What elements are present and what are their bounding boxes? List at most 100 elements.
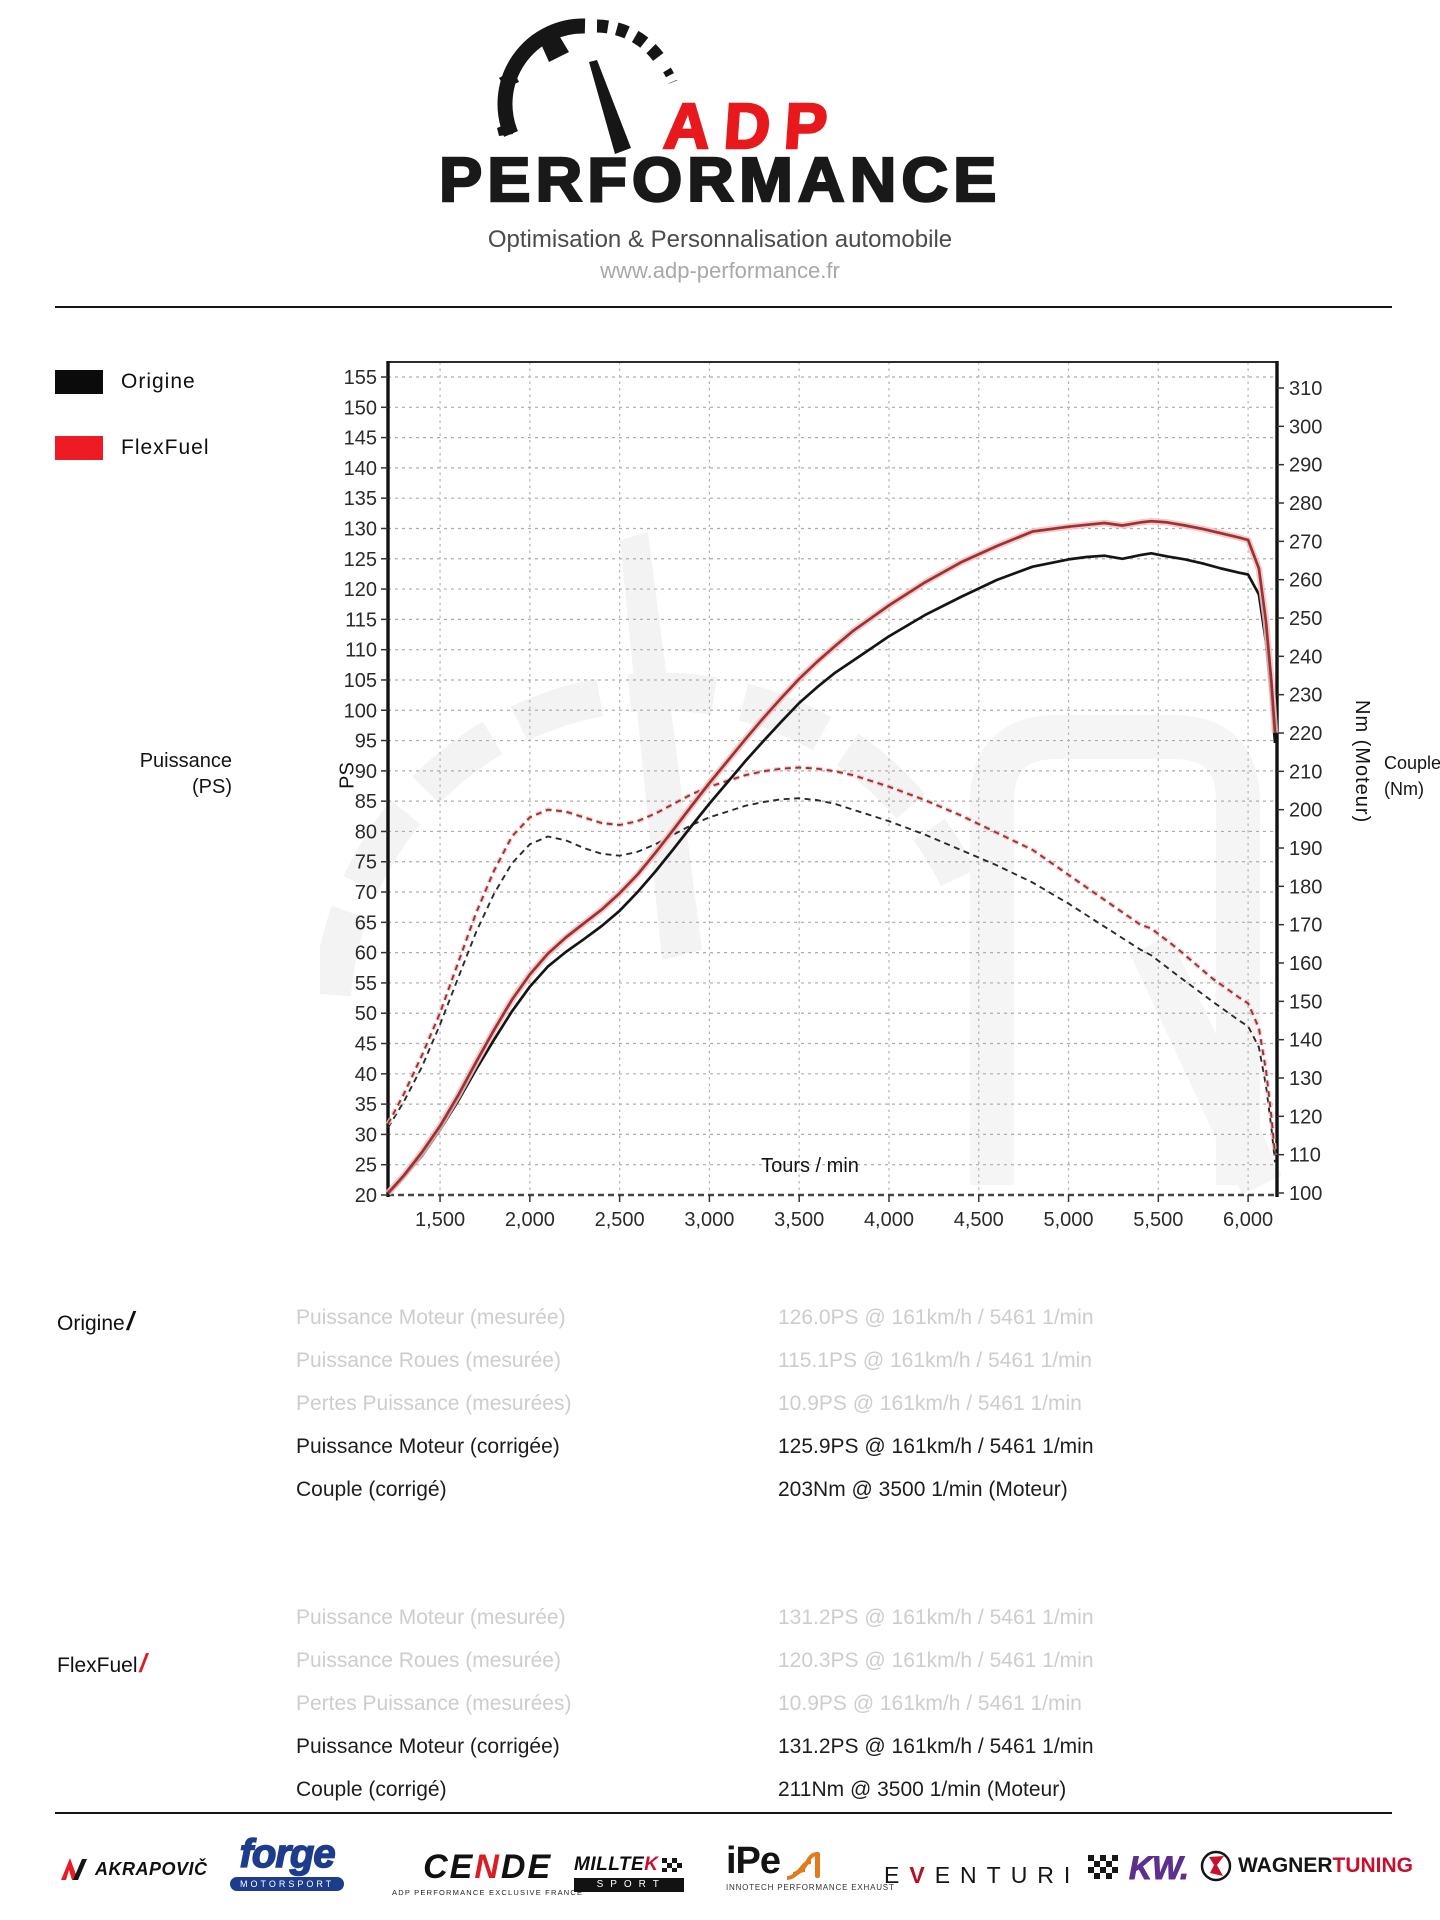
results-origine: Puissance Moteur (mesurée) 126.0PS @ 161k… bbox=[296, 1296, 1094, 1511]
svg-text:110: 110 bbox=[345, 640, 377, 662]
dyno-chart: 155 150 145 140 135 130 125 120 115 110 105 100 95 90… bbox=[320, 361, 1322, 1231]
brand-performance: PERFORMANCE bbox=[438, 146, 1002, 215]
svg-text:140: 140 bbox=[1289, 1030, 1322, 1052]
svg-text:85: 85 bbox=[355, 791, 377, 813]
svg-text:155: 155 bbox=[344, 367, 377, 389]
milltek-flag-icon bbox=[662, 1858, 683, 1872]
svg-text:230: 230 bbox=[1289, 685, 1322, 707]
svg-text:30: 30 bbox=[355, 1124, 377, 1146]
svg-text:130: 130 bbox=[1289, 1068, 1322, 1090]
svg-text:250: 250 bbox=[1289, 608, 1322, 630]
svg-text:220: 220 bbox=[1289, 723, 1322, 745]
divider-bottom bbox=[55, 1812, 1392, 1814]
legend-swatch-origine bbox=[55, 370, 103, 394]
svg-text:210: 210 bbox=[1289, 761, 1322, 783]
gauge-logo-icon bbox=[497, 18, 678, 154]
result-row: Puissance Roues (mesurée) 120.3PS @ 161km… bbox=[296, 1648, 1094, 1672]
svg-text:145: 145 bbox=[344, 428, 377, 450]
svg-text:140: 140 bbox=[344, 458, 377, 480]
axis-title-ps: PS bbox=[336, 762, 359, 789]
logo-kw: KW. bbox=[1088, 1850, 1189, 1887]
svg-text:125: 125 bbox=[344, 549, 377, 571]
result-row: Pertes Puissance (mesurées) 10.9PS @ 161k… bbox=[296, 1391, 1082, 1415]
svg-text:100: 100 bbox=[344, 700, 377, 722]
logo-wagnertuning: WAGNERTUNING bbox=[1200, 1850, 1413, 1882]
svg-text:110: 110 bbox=[1289, 1145, 1321, 1167]
svg-text:100: 100 bbox=[1289, 1183, 1322, 1205]
akrapovic-icon bbox=[61, 1858, 87, 1880]
svg-text:270: 270 bbox=[1289, 531, 1322, 553]
svg-text:3,500: 3,500 bbox=[774, 1209, 824, 1231]
logo-eventuri: EVENTURI bbox=[884, 1862, 1081, 1888]
axis-title-puissance: Puissance (PS) bbox=[139, 750, 232, 798]
svg-text:90: 90 bbox=[355, 761, 377, 783]
svg-text:70: 70 bbox=[355, 882, 377, 904]
result-row: Puissance Moteur (mesurée) 126.0PS @ 161k… bbox=[296, 1305, 1094, 1329]
svg-text:120: 120 bbox=[1289, 1106, 1322, 1128]
legend-item-flexfuel: FlexFuel bbox=[55, 436, 210, 460]
result-row: Puissance Roues (mesurée) 115.1PS @ 161km… bbox=[296, 1348, 1092, 1372]
legend-label-origine: Origine bbox=[121, 370, 196, 393]
svg-text:75: 75 bbox=[355, 852, 377, 874]
svg-text:5,500: 5,500 bbox=[1133, 1209, 1183, 1231]
result-row: Puissance Moteur (corrigée) 125.9PS @ 161… bbox=[296, 1434, 1094, 1458]
flexfuel-slash: / bbox=[139, 1648, 147, 1678]
result-row: Puissance Moteur (corrigée) 131.2PS @ 161… bbox=[296, 1734, 1094, 1758]
svg-text:1,500: 1,500 bbox=[415, 1209, 465, 1231]
svg-text:180: 180 bbox=[1289, 876, 1322, 898]
svg-text:95: 95 bbox=[355, 731, 377, 753]
logo-cende: CENDE ADP PERFORMANCE EXCLUSIVE FRANCE bbox=[392, 1848, 584, 1897]
svg-text:80: 80 bbox=[355, 821, 377, 843]
brand-tagline: Optimisation & Personnalisation automobi… bbox=[487, 226, 953, 253]
results-title-flexfuel: FlexFuel/ bbox=[57, 1648, 147, 1678]
svg-text:4,500: 4,500 bbox=[954, 1209, 1004, 1231]
svg-text:2,000: 2,000 bbox=[505, 1209, 555, 1231]
result-row: Puissance Moteur (mesurée) 131.2PS @ 161k… bbox=[296, 1605, 1094, 1629]
svg-text:300: 300 bbox=[1289, 416, 1322, 438]
svg-text:2,500: 2,500 bbox=[595, 1209, 645, 1231]
svg-text:4,000: 4,000 bbox=[864, 1209, 914, 1231]
svg-text:190: 190 bbox=[1289, 838, 1322, 860]
legend-swatch-flexfuel bbox=[55, 436, 103, 460]
svg-text:160: 160 bbox=[1289, 953, 1322, 975]
svg-text:60: 60 bbox=[355, 943, 377, 965]
svg-text:35: 35 bbox=[355, 1094, 377, 1116]
results-flexfuel: Puissance Moteur (mesurée) 131.2PS @ 161k… bbox=[296, 1596, 1094, 1811]
result-row: Couple (corrigé) 203Nm @ 3500 1/min (Mote… bbox=[296, 1477, 1068, 1501]
svg-text:150: 150 bbox=[1289, 991, 1322, 1013]
svg-text:25: 25 bbox=[355, 1155, 377, 1177]
svg-text:310: 310 bbox=[1289, 378, 1322, 400]
logo-milltek: MILLTEK SPORT bbox=[574, 1854, 685, 1892]
svg-text:135: 135 bbox=[344, 488, 377, 510]
legend-item-origine: Origine bbox=[55, 370, 196, 394]
svg-text:150: 150 bbox=[344, 397, 377, 419]
axis-title-couple: Couple (Nm) bbox=[1384, 753, 1440, 799]
svg-text:260: 260 bbox=[1289, 570, 1322, 592]
divider-top bbox=[55, 306, 1392, 308]
svg-text:280: 280 bbox=[1289, 493, 1322, 515]
logo-forge: forge MOTORSPORT bbox=[230, 1833, 345, 1891]
svg-text:240: 240 bbox=[1289, 646, 1322, 668]
svg-text:290: 290 bbox=[1289, 455, 1322, 477]
svg-text:20: 20 bbox=[355, 1185, 377, 1207]
svg-text:120: 120 bbox=[344, 579, 377, 601]
svg-text:6,000: 6,000 bbox=[1223, 1209, 1273, 1231]
svg-text:45: 45 bbox=[355, 1034, 377, 1056]
origine-slash: / bbox=[126, 1306, 134, 1336]
svg-text:50: 50 bbox=[355, 1003, 377, 1025]
svg-text:105: 105 bbox=[344, 670, 377, 692]
logo-ipe: iPe INNOTECH PERFORMANCE EXHAUST bbox=[726, 1840, 895, 1892]
brand-url: www.adp-performance.fr bbox=[600, 258, 840, 283]
ipe-exhaust-icon bbox=[786, 1852, 821, 1880]
svg-text:40: 40 bbox=[355, 1064, 377, 1086]
svg-text:115: 115 bbox=[345, 609, 377, 631]
svg-text:5,000: 5,000 bbox=[1044, 1209, 1094, 1231]
svg-text:65: 65 bbox=[355, 912, 377, 934]
result-row: Couple (corrigé) 211Nm @ 3500 1/min (Mote… bbox=[296, 1777, 1067, 1801]
svg-text:3,000: 3,000 bbox=[684, 1209, 734, 1231]
logo-akrapovic: AKRAPOVIČ bbox=[60, 1856, 208, 1882]
result-row: Pertes Puissance (mesurées) 10.9PS @ 161k… bbox=[296, 1691, 1082, 1715]
results-title-origine: Origine/ bbox=[57, 1306, 134, 1336]
axis-title-nm-moteur: Nm (Moteur) bbox=[1351, 700, 1373, 824]
